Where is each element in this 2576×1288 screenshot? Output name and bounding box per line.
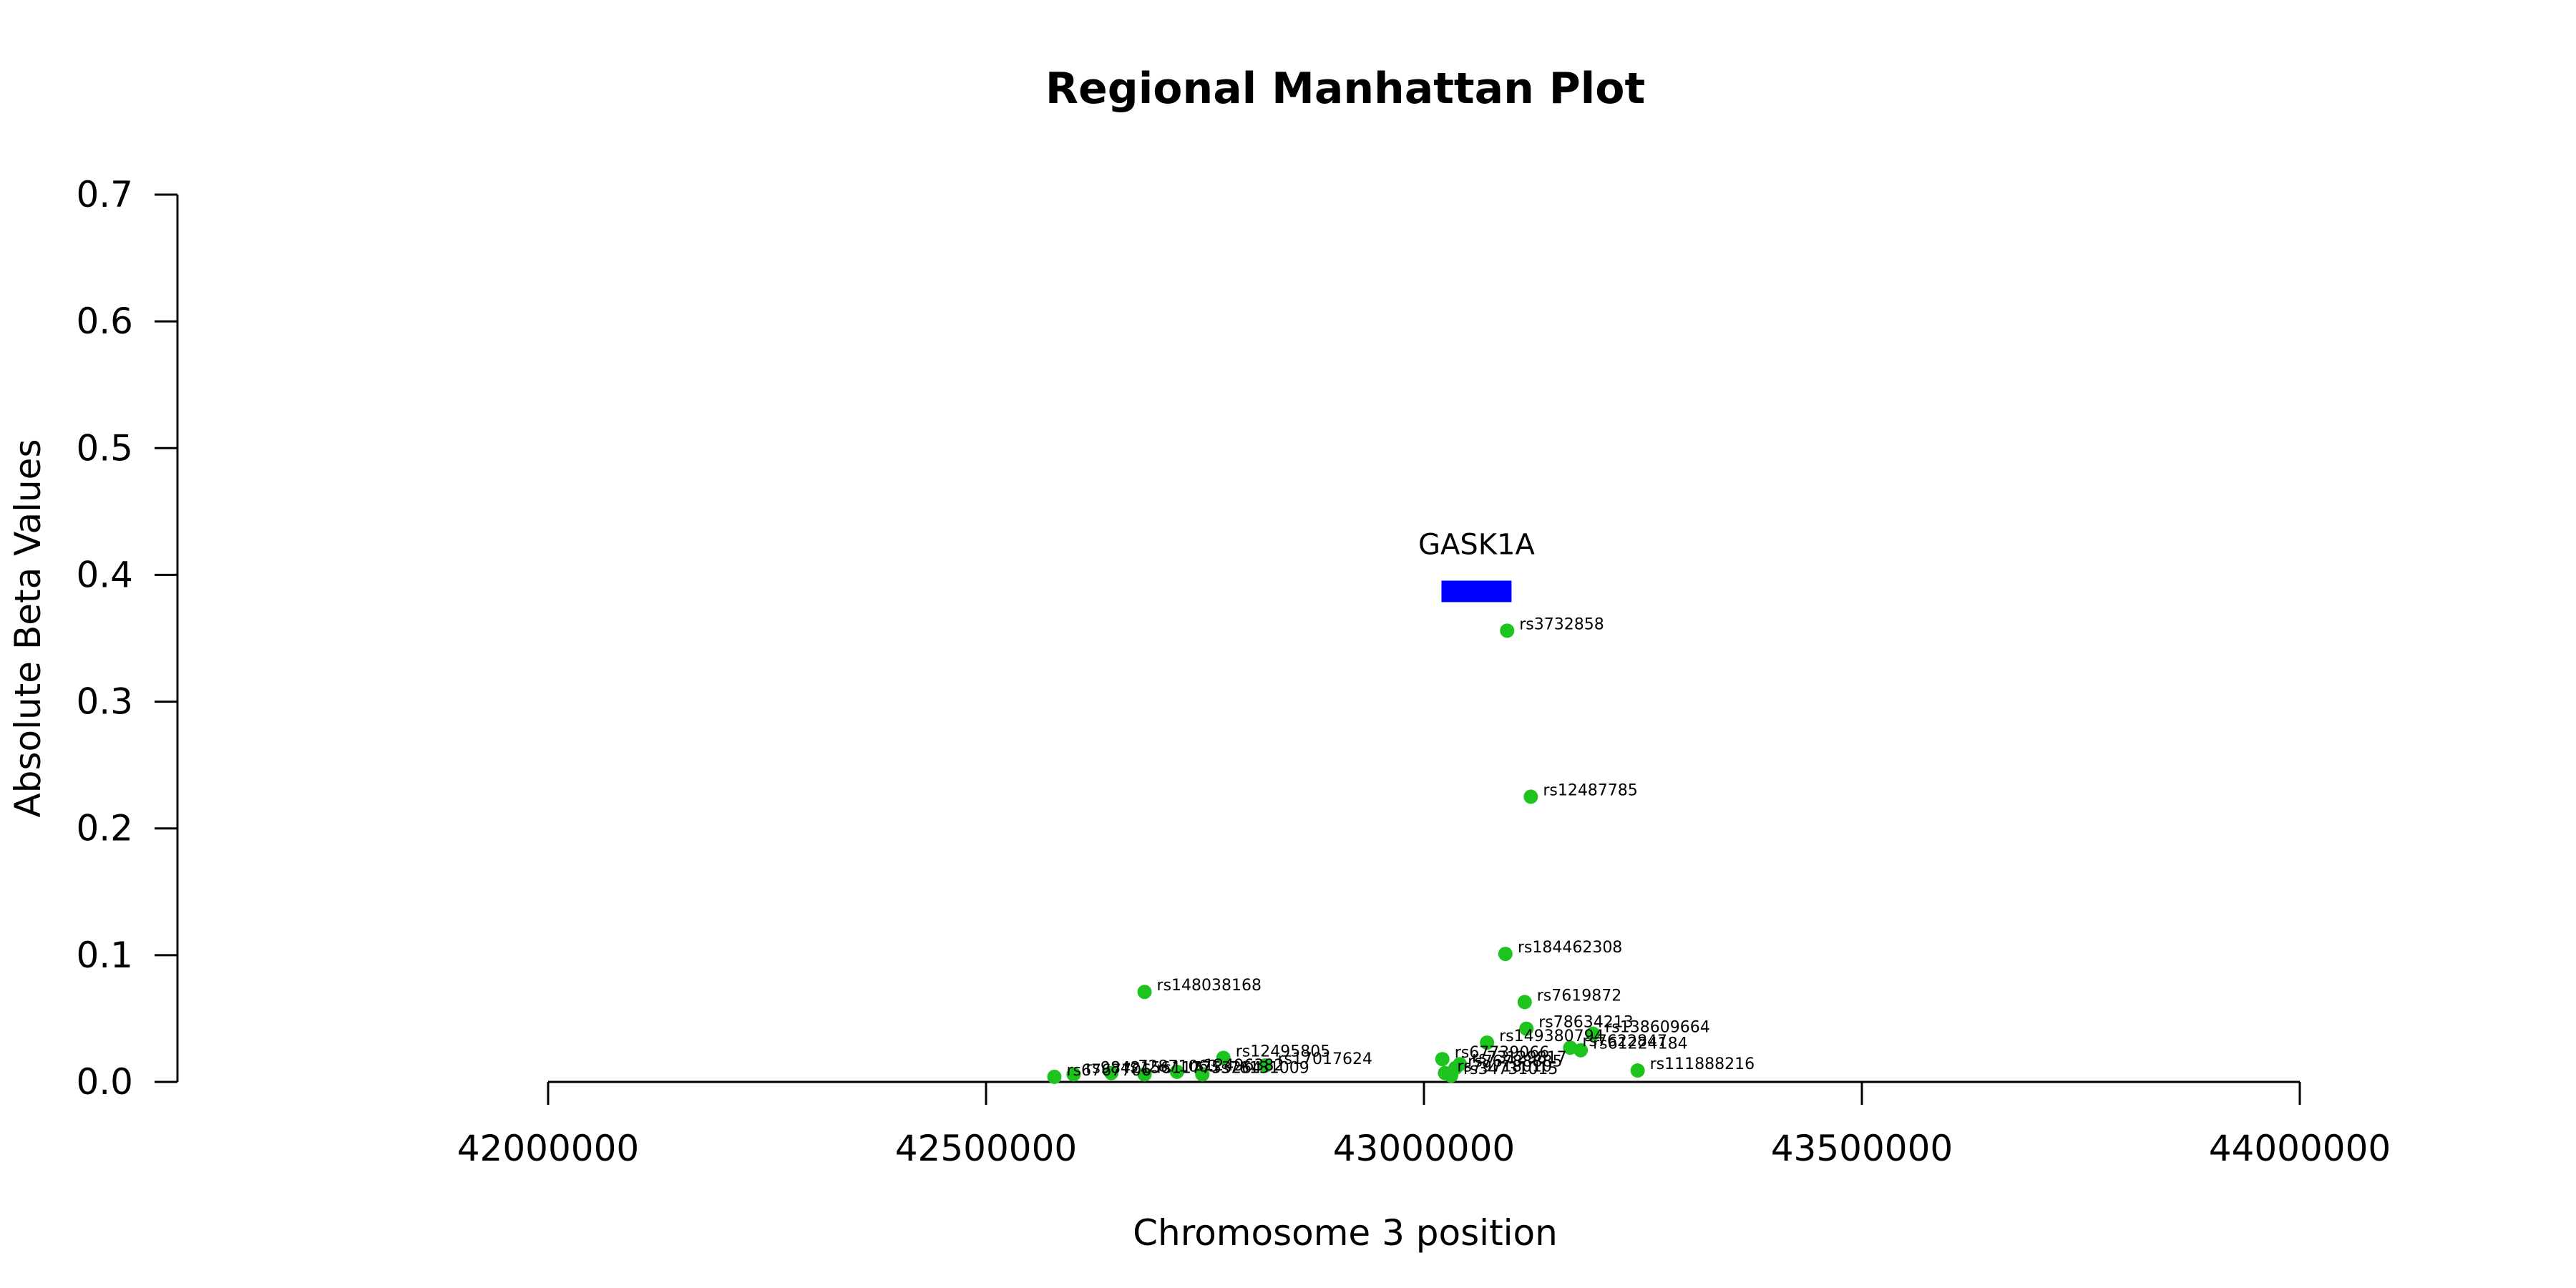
snp-labels: rs3732858 rs12487785 rs184462308 rs14803816… — [1066, 615, 1755, 1080]
snp-label: rs138609664 — [1605, 1019, 1709, 1037]
y-axis-label: Absolute Beta Values — [7, 439, 49, 818]
snp-point — [1195, 1067, 1210, 1082]
gene-track: GASK1A — [1418, 528, 1535, 602]
snp-label: rs117753264 — [1157, 1059, 1262, 1077]
snp-point — [1137, 1067, 1152, 1082]
snp-point — [1523, 789, 1538, 804]
snp-point — [1137, 985, 1152, 1000]
snp-point — [1498, 947, 1513, 962]
snp-label: rs78634213 — [1538, 1014, 1633, 1032]
x-axis: 42000000 42500000 43000000 43500000 44000000 — [457, 1080, 2391, 1169]
snp-point — [1258, 1058, 1273, 1073]
snp-label: rs6767706 — [1066, 1062, 1151, 1080]
snp-label: rs73129817 — [1472, 1049, 1566, 1067]
snp-label: rs76131009 — [1214, 1059, 1309, 1077]
snp-point — [1480, 1035, 1495, 1050]
snp-label: rs148038168 — [1157, 977, 1262, 995]
y-tick-label: 0.4 — [76, 554, 133, 595]
snp-point — [1586, 1026, 1601, 1041]
snp-point — [1066, 1067, 1081, 1082]
gene-bar — [1441, 580, 1512, 602]
snp-point — [1104, 1065, 1119, 1080]
snp-label: rs34731015 — [1463, 1060, 1558, 1078]
snp-point — [1630, 1063, 1645, 1078]
snp-label: rs72871063 — [1123, 1058, 1218, 1076]
snp-label: rs79718010 — [1457, 1058, 1551, 1076]
snp-label: rs76788885 — [1468, 1053, 1562, 1071]
x-tick-label: 43500000 — [1771, 1128, 1953, 1169]
snp-label: rs12496382 — [1189, 1057, 1284, 1075]
snp-point — [1047, 1069, 1062, 1084]
snp-point — [1517, 995, 1532, 1010]
snp-point — [1435, 1052, 1450, 1067]
y-tick-label: 0.5 — [76, 427, 133, 469]
snp-points — [1047, 623, 1645, 1084]
snp-label: rs7619872 — [1537, 987, 1622, 1005]
y-tick-label: 0.1 — [76, 935, 133, 976]
snp-point — [1574, 1043, 1589, 1058]
snp-point — [1169, 1064, 1184, 1079]
snp-label: rs111888216 — [1650, 1055, 1755, 1073]
snp-label: rs61224184 — [1593, 1035, 1687, 1053]
snp-point — [1443, 1068, 1458, 1083]
x-axis-label: Chromosome 3 position — [1133, 1212, 1558, 1254]
y-tick-label: 0.3 — [76, 681, 133, 723]
chart-title: Regional Manhattan Plot — [1045, 64, 1645, 114]
snp-point — [1519, 1021, 1534, 1036]
snp-label: rs3732858 — [1519, 615, 1604, 633]
snp-label: rs7622847 — [1582, 1033, 1667, 1050]
y-tick-label: 0.7 — [76, 174, 133, 215]
x-tick-label: 44000000 — [2209, 1128, 2391, 1169]
snp-label: rs9842156 — [1085, 1059, 1171, 1077]
snp-label: rs184462308 — [1518, 939, 1622, 957]
snp-label: rs149380794 — [1499, 1028, 1604, 1045]
y-tick-label: 0.0 — [76, 1061, 133, 1103]
x-tick-label: 42000000 — [457, 1128, 640, 1169]
y-tick-label: 0.6 — [76, 301, 133, 342]
snp-point — [1216, 1050, 1231, 1065]
snp-label: rs67739066 — [1455, 1044, 1549, 1062]
snp-label: rs12487785 — [1543, 781, 1637, 799]
y-axis: 0.0 0.1 0.2 0.3 0.4 0.5 0.6 0.7 — [76, 174, 179, 1103]
snp-label: rs17017624 — [1277, 1050, 1372, 1068]
x-tick-label: 43000000 — [1333, 1128, 1516, 1169]
snp-label: rs12495805 — [1236, 1043, 1330, 1060]
snp-point — [1500, 623, 1515, 638]
gene-label: GASK1A — [1418, 528, 1535, 561]
y-tick-label: 0.2 — [76, 808, 133, 849]
x-tick-label: 42500000 — [895, 1128, 1078, 1169]
